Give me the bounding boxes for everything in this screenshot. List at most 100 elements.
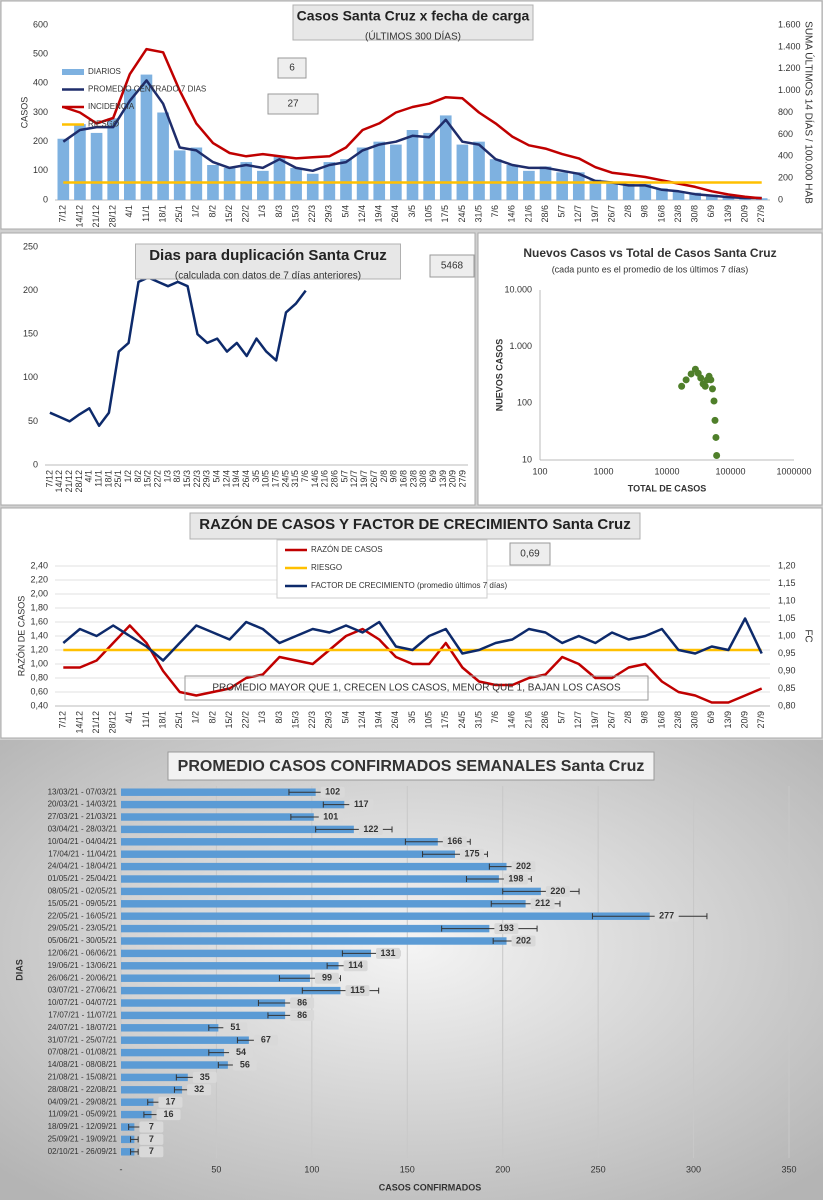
x-tick-label: 28/6 [540,205,550,223]
x-tick-label: 200 [495,1164,510,1174]
annotation: PROMEDIO MAYOR QUE 1, CRECEN LOS CASOS, … [212,683,621,694]
y2-tick-label: 1.200 [778,63,801,73]
bar [423,132,435,200]
data-label: 7 [149,1121,154,1131]
x-tick-label: 100000 [715,466,745,476]
y-tick-label: 1,80 [30,602,48,612]
x-tick-label: 5/7 [339,470,349,483]
annotation: 6 [289,63,295,74]
x-tick-label: 100 [304,1164,319,1174]
y-tick-label: 200 [33,136,48,146]
x-tick-label: 8/2 [207,205,217,218]
y-tick-label: 02/10/21 - 26/09/21 [48,1147,118,1156]
y-tick-label: 2,40 [30,560,48,570]
label-box [349,799,374,811]
x-tick-label: 26/4 [241,470,251,488]
x-tick-label: 31/5 [290,470,300,488]
y-tick-label: 07/08/21 - 01/08/21 [48,1048,118,1057]
chart-title: RAZÓN DE CASOS Y FACTOR DE CRECIMIENTO S… [199,515,630,533]
x-tick-label: 5/4 [212,470,222,483]
bar [121,1073,188,1082]
y-tick-label: 05/06/21 - 30/05/21 [48,936,118,945]
line [62,47,762,200]
x-tick-label: 7/6 [490,205,500,218]
label-box [139,1121,164,1133]
label-box [158,1096,183,1108]
y2-tick-label: 600 [778,129,793,139]
point [682,376,690,384]
x-tick-label: 19/7 [590,205,600,223]
y-tick-label: 2,20 [30,574,48,584]
annotation: 5468 [441,261,464,272]
bar [390,144,402,200]
bar [121,838,438,846]
annotation: 27 [287,99,299,110]
x-tick-label: 29/3 [324,205,334,223]
x-tick-label: 7/6 [490,711,500,724]
x-tick-label: 4/1 [124,711,134,724]
x-tick-label: 10/5 [424,205,434,223]
x-tick-label: 8/3 [274,711,284,724]
bar [121,1148,135,1156]
bar [121,912,650,920]
y2-tick-label: 1,20 [778,560,796,570]
x-tick-label: 10/5 [261,470,271,488]
y-tick-label: 21/08/21 - 15/08/21 [48,1073,118,1082]
bar [639,183,652,200]
x-tick-label: 18/1 [157,205,167,223]
x-tick-label: 17/5 [440,205,450,223]
x-tick-label: 25/1 [113,470,123,488]
x-tick-label: 26/7 [606,205,616,223]
x-tick-label: 6/9 [706,205,716,218]
x-tick-label: 26/4 [390,711,400,729]
x-tick-label: 28/6 [540,711,550,729]
y2-tick-label: 1.600 [778,19,801,29]
label-box [232,1059,257,1071]
x-tick-label: 3/5 [251,470,261,483]
chart-title: PROMEDIO CASOS CONFIRMADOS SEMANALES San… [178,758,645,775]
label-box [318,811,343,823]
x-tick-label: 22/3 [307,205,317,223]
label-box [511,861,536,873]
x-tick-label: 21/6 [320,470,330,488]
y-tick-label: 29/05/21 - 23/05/21 [48,924,118,933]
data-label: 198 [508,873,523,883]
data-label: 17 [165,1097,175,1107]
y2-tick-label: 400 [778,151,793,161]
x-tick-label: 21/6 [523,711,533,729]
x-tick-label: 12/4 [221,470,231,488]
data-label: 16 [164,1109,174,1119]
y-tick-label: 600 [33,19,48,29]
bar [656,188,668,200]
x-tick-label: 30/8 [690,711,700,729]
x-tick-label: 16/8 [656,711,666,729]
y2-tick-label: 1,15 [778,578,796,588]
bar [121,1110,152,1119]
label-box [460,848,484,860]
bar [473,141,485,200]
label-box [494,923,519,935]
data-label: 32 [194,1084,204,1094]
x-tick-label: 26/4 [390,205,400,223]
legend-label: RAZÓN DE CASOS [311,545,383,554]
x-tick-label: 4/1 [84,470,94,483]
y2-tick-label: 1,10 [778,595,796,605]
x-tick-label: 12/7 [349,470,359,488]
chart-subtitle: (calculada con datos de 7 días anteriore… [175,271,361,282]
data-label: 67 [261,1035,271,1045]
x-tick-label: 6/9 [706,711,716,724]
y-tick-label: 15/05/21 - 09/05/21 [48,899,118,908]
annotation: 0,69 [520,549,540,560]
bar [121,962,339,970]
label-box [156,1109,181,1121]
bar [489,159,502,200]
x-tick-label: 21/12 [91,711,101,734]
label-box [314,972,339,984]
line [62,79,762,200]
x-tick-label: 28/6 [330,470,340,488]
x-tick-label: 250 [591,1164,606,1174]
x-tick-label: 8/3 [274,205,284,218]
bar [121,986,341,995]
bar [57,138,70,200]
y2-tick-label: 1,00 [778,630,796,640]
